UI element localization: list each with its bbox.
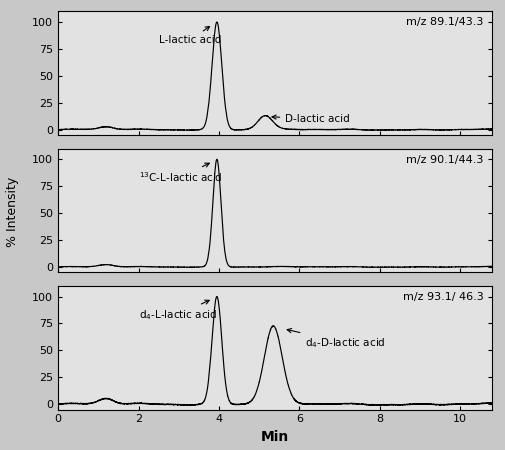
Text: d$_4$-L-lactic acid: d$_4$-L-lactic acid bbox=[138, 300, 217, 322]
Text: m/z 93.1/ 46.3: m/z 93.1/ 46.3 bbox=[403, 292, 484, 302]
Text: $^{13}$C-L-lactic acid: $^{13}$C-L-lactic acid bbox=[138, 163, 222, 184]
Text: % Intensity: % Intensity bbox=[6, 176, 19, 247]
Text: d$_4$-D-lactic acid: d$_4$-D-lactic acid bbox=[287, 328, 386, 350]
Text: m/z 90.1/44.3: m/z 90.1/44.3 bbox=[407, 155, 484, 165]
X-axis label: Min: Min bbox=[261, 430, 289, 444]
Text: m/z 89.1/43.3: m/z 89.1/43.3 bbox=[407, 18, 484, 27]
Text: D-lactic acid: D-lactic acid bbox=[272, 114, 350, 124]
Text: L-lactic acid: L-lactic acid bbox=[159, 27, 221, 45]
